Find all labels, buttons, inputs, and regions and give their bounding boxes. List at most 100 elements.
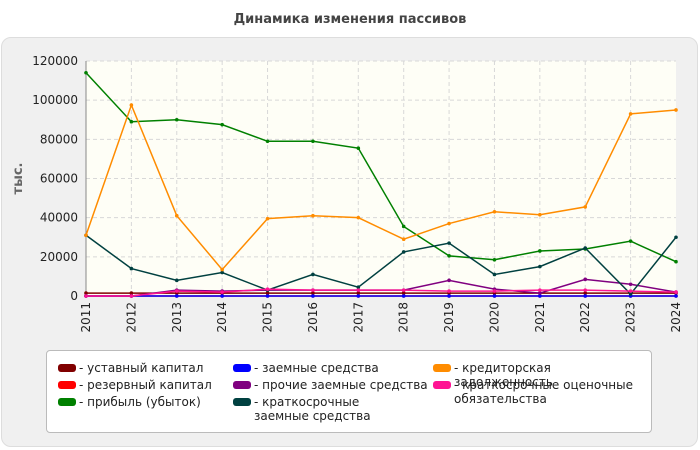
- x-tick-label: 2022: [578, 302, 592, 333]
- data-point-6: [265, 216, 270, 221]
- legend-swatch: [433, 364, 451, 372]
- data-point-6: [583, 205, 588, 209]
- y-tick-label: 100000: [32, 93, 78, 107]
- legend-swatch: [58, 364, 76, 372]
- data-point-7: [674, 290, 678, 294]
- data-point-4: [583, 277, 588, 282]
- legend-swatch: [58, 398, 76, 406]
- data-point-2: [674, 259, 678, 264]
- chart-title: Динамика изменения пассивов: [233, 12, 467, 27]
- data-point-7: [84, 294, 88, 298]
- data-point-6: [447, 221, 451, 226]
- data-point-3: [311, 294, 315, 298]
- data-point-3: [583, 294, 588, 298]
- data-point-2: [492, 257, 497, 262]
- legend: - уставный капитал - резервный капитал -…: [46, 350, 652, 433]
- series-line-6: [85, 102, 677, 271]
- y-tick-label: 40000: [40, 211, 78, 225]
- data-point-5: [583, 246, 588, 250]
- data-point-3: [174, 294, 179, 298]
- legend-item-kreditorskaya: - кредиторская задолженность: [433, 361, 648, 389]
- data-point-5: [401, 250, 406, 254]
- legend-swatch: [233, 398, 251, 406]
- data-point-4: [447, 278, 451, 283]
- data-point-6: [628, 112, 633, 116]
- data-point-7: [628, 289, 633, 293]
- y-tick-label: 0: [70, 289, 78, 303]
- series-line-5: [85, 234, 677, 296]
- data-point-2: [311, 139, 315, 144]
- data-point-7: [174, 289, 179, 293]
- data-point-7: [447, 289, 451, 293]
- data-point-6: [84, 233, 88, 238]
- legend-label: - прибыль (убыток): [79, 395, 201, 409]
- x-tick-label: 2023: [624, 302, 638, 333]
- x-tick-label: 2015: [261, 302, 275, 333]
- legend-item-pribyl: - прибыль (убыток): [58, 395, 228, 409]
- data-point-4: [628, 282, 633, 287]
- data-point-3: [674, 294, 678, 298]
- data-point-2: [220, 122, 224, 127]
- series-line-2: [85, 72, 677, 263]
- data-point-6: [538, 212, 542, 217]
- data-point-2: [356, 146, 361, 150]
- legend-label: - уставный капитал: [79, 361, 204, 375]
- x-tick-label: 2019: [442, 302, 456, 333]
- series-line-7: [86, 288, 677, 297]
- legend-item-kratkosrochnye-zaemnye: - краткосрочные заемные средства: [233, 395, 413, 423]
- data-point-5: [174, 278, 179, 283]
- legend-item-rezervnyi-kapital: - резервный капитал: [58, 378, 228, 392]
- data-point-2: [538, 249, 542, 253]
- x-tick-label: 2012: [124, 302, 138, 333]
- data-point-0: [265, 291, 270, 295]
- y-tick-label: 120000: [32, 54, 78, 68]
- legend-swatch: [233, 364, 251, 372]
- legend-swatch: [433, 381, 451, 389]
- x-tick-label: 2020: [487, 302, 501, 333]
- data-point-3: [401, 294, 406, 298]
- x-tick-label: 2011: [79, 302, 93, 333]
- data-point-2: [265, 139, 270, 144]
- y-tick-label: 60000: [40, 172, 78, 186]
- data-point-2: [628, 239, 633, 243]
- data-point-2: [84, 70, 88, 75]
- legend-label: - кредиторская задолженность: [454, 361, 553, 389]
- data-point-6: [129, 103, 134, 107]
- legend-item-ustavnyi-kapital: - уставный капитал: [58, 361, 228, 375]
- data-point-5: [356, 285, 361, 289]
- data-point-3: [265, 294, 270, 298]
- data-point-5: [129, 266, 134, 271]
- legend-item-prochie-zaemnye: - прочие заемные средства: [233, 378, 428, 392]
- data-point-5: [220, 270, 224, 275]
- data-point-7: [583, 288, 588, 292]
- data-point-7: [401, 288, 406, 292]
- legend-item-zaemnye-sredstva: - заемные средства: [233, 361, 423, 375]
- x-tick-label: 2024: [669, 302, 683, 333]
- data-point-5: [492, 272, 497, 277]
- data-point-4: [538, 291, 542, 295]
- x-tick-label: 2013: [170, 302, 184, 333]
- data-point-0: [356, 291, 361, 295]
- data-point-5: [674, 235, 678, 240]
- data-point-0: [401, 291, 406, 295]
- data-point-5: [311, 272, 315, 277]
- legend-label: - резервный капитал: [79, 378, 212, 392]
- data-point-0: [583, 291, 588, 295]
- data-point-6: [401, 237, 406, 242]
- y-tick-label: 20000: [40, 250, 78, 264]
- x-tick-label: 2016: [306, 302, 320, 333]
- data-point-7: [356, 288, 361, 292]
- data-point-5: [447, 241, 451, 245]
- data-point-0: [84, 291, 88, 295]
- data-point-6: [674, 108, 678, 112]
- data-point-0: [311, 291, 315, 295]
- legend-label: - прочие заемные средства: [254, 378, 428, 392]
- data-point-6: [220, 267, 224, 272]
- legend-label: - краткосрочные заемные средства: [254, 395, 371, 423]
- data-point-5: [628, 292, 633, 296]
- x-tick-label: 2014: [215, 302, 229, 333]
- data-point-0: [129, 291, 134, 295]
- legend-item-ocenochnye: - краткосрочные оценочные обязательства: [433, 378, 648, 406]
- data-point-6: [311, 213, 315, 218]
- data-point-3: [356, 294, 361, 298]
